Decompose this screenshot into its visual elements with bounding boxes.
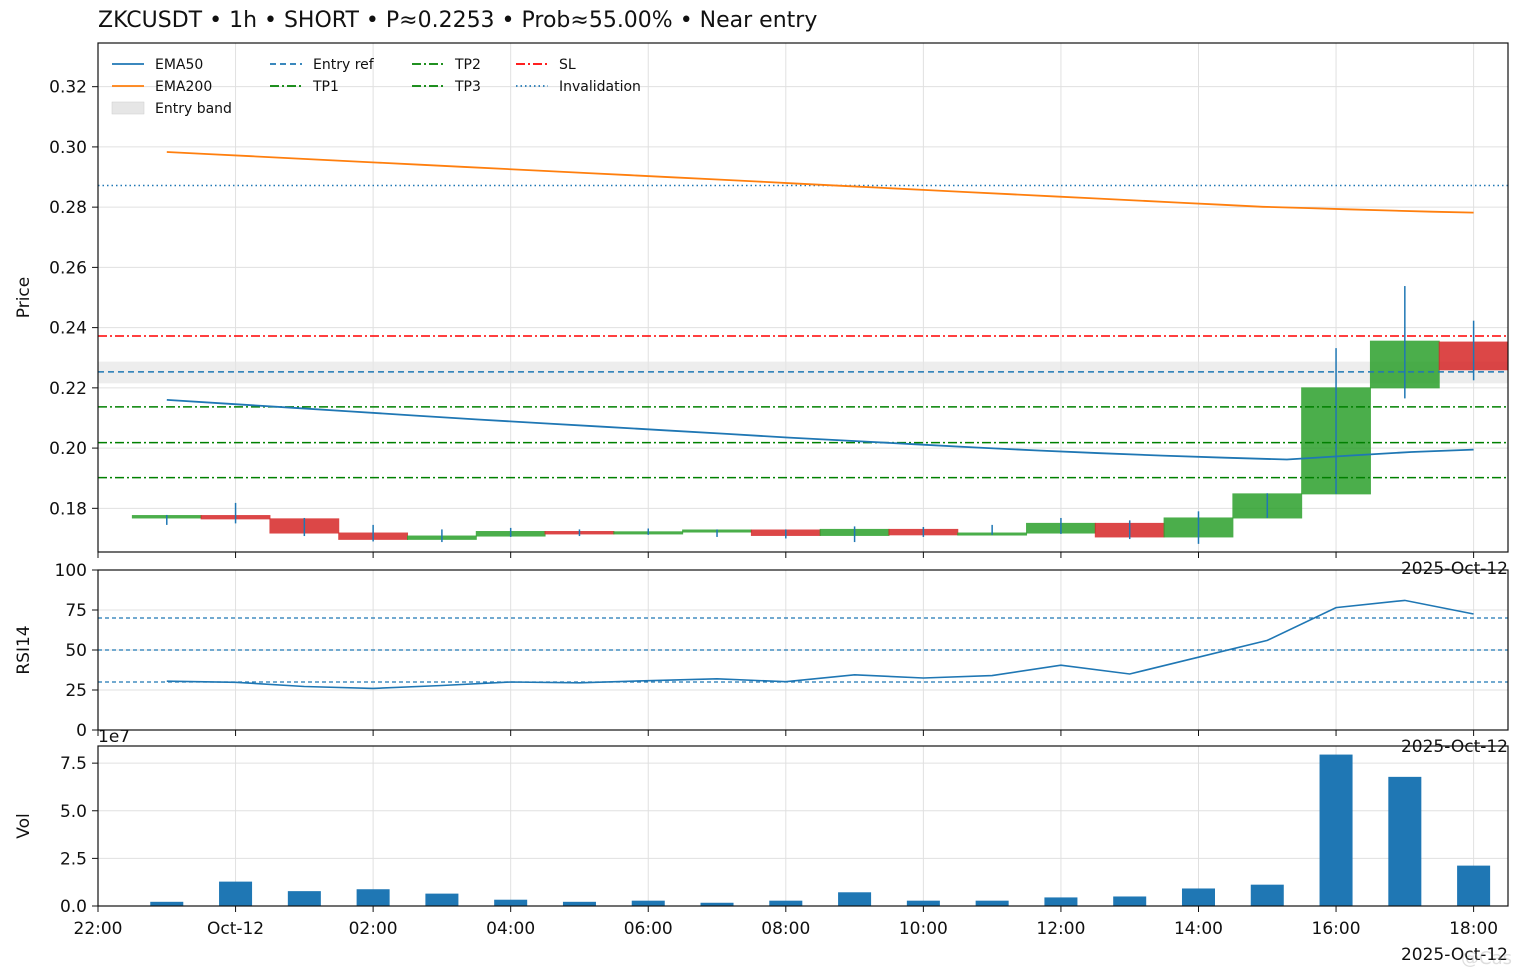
- rsi-ytick-label: 25: [65, 681, 87, 701]
- price-date-label: 2025-Oct-12: [1401, 559, 1508, 579]
- x-tick-label: 02:00: [349, 919, 398, 939]
- price-ytick-label: 0.26: [49, 258, 87, 278]
- legend-label: TP1: [312, 79, 339, 95]
- legend-label: Invalidation: [559, 79, 641, 95]
- price-ylabel: Price: [14, 277, 34, 318]
- rsi-panel: 0 25 50 75 100 RSI14 2025-Oct-12: [14, 561, 1509, 757]
- price-ytick-label: 0.28: [49, 198, 87, 218]
- x-tick-label: 08:00: [761, 919, 810, 939]
- volume-bar: [1319, 754, 1353, 906]
- vol-ytick-label: 7.5: [60, 754, 87, 774]
- legend-swatch: [111, 101, 145, 115]
- price-frame: [97, 42, 1509, 553]
- volume-bar: [631, 900, 665, 906]
- volume-bar: [906, 900, 940, 906]
- legend-label: TP2: [454, 57, 481, 73]
- x-tick-label: Oct-12: [207, 919, 264, 939]
- legend-label: EMA200: [155, 79, 212, 95]
- x-tick-label: 12:00: [1036, 919, 1085, 939]
- rsi-frame: [97, 569, 1509, 731]
- volume-bar: [1388, 776, 1422, 906]
- volume-bar: [769, 900, 803, 906]
- volume-bar: [150, 901, 184, 906]
- vol-scale-label: 1e7: [98, 727, 130, 747]
- x-tick-label: 16:00: [1312, 919, 1361, 939]
- price-ytick-label: 0.32: [49, 78, 87, 98]
- price-ytick-label: 0.24: [49, 319, 87, 339]
- chart-title: ZKCUSDT • 1h • SHORT • P≈0.2253 • Prob≈5…: [98, 8, 818, 33]
- rsi-ytick-label: 0: [76, 721, 87, 741]
- legend-label: Entry band: [155, 101, 232, 117]
- volume-bar: [494, 899, 528, 906]
- price-ytick-label: 0.30: [49, 138, 87, 158]
- legend-label: EMA50: [155, 57, 203, 73]
- x-tick-label: 22:00: [74, 919, 123, 939]
- volume-bar: [1250, 884, 1284, 906]
- x-tick-label: 06:00: [624, 919, 673, 939]
- vol-ylabel: Vol: [14, 813, 34, 838]
- price-ytick-label: 0.22: [49, 379, 87, 399]
- rsi-ylabel: RSI14: [14, 625, 34, 674]
- x-tick-label: 18:00: [1449, 919, 1498, 939]
- rsi-date-label: 2025-Oct-12: [1401, 737, 1508, 757]
- volume-bar: [356, 889, 390, 906]
- volume-panel: 0.0 2.5 5.0 7.5 Vol 1e7 22:00 Oct-12 02:00 04:00 0…: [14, 727, 1509, 965]
- legend-label: TP3: [454, 79, 481, 95]
- x-tick-label: 14:00: [1174, 919, 1223, 939]
- volume-bar: [838, 892, 872, 906]
- volume-bar: [1113, 896, 1147, 906]
- watermark: @Cas: [1461, 948, 1512, 969]
- legend-label: SL: [559, 57, 576, 73]
- vol-frame: [97, 745, 1509, 907]
- x-tick-label: 10:00: [899, 919, 948, 939]
- volume-bar: [1181, 888, 1215, 906]
- volume-bar: [1457, 865, 1491, 906]
- volume-bar: [562, 901, 596, 906]
- rsi-line: [166, 599, 1474, 690]
- volume-bar: [287, 891, 321, 906]
- volume-bar: [219, 881, 253, 906]
- rsi-ytick-label: 100: [55, 561, 87, 581]
- volume-bar: [975, 900, 1009, 906]
- rsi-ytick-label: 50: [65, 641, 87, 661]
- volume-bar: [700, 902, 734, 906]
- vol-ytick-label: 0.0: [60, 897, 87, 917]
- legend-label: Entry ref: [313, 57, 375, 73]
- vol-ytick-label: 2.5: [60, 849, 87, 869]
- ema200-line: [166, 151, 1474, 214]
- volume-bar: [425, 893, 459, 906]
- price-panel: 0.18 0.20 0.22 0.24 0.26 0.28 0.30 0.32 Price 202…: [14, 42, 1509, 579]
- vol-ytick-label: 5.0: [60, 802, 87, 822]
- price-ytick-label: 0.20: [49, 439, 87, 459]
- vol-date-label: 2025-Oct-12: [1401, 945, 1508, 965]
- volume-bar: [1044, 897, 1078, 906]
- rsi-ytick-label: 75: [65, 601, 87, 621]
- x-tick-label: 04:00: [486, 919, 535, 939]
- ema50-line: [166, 399, 1474, 461]
- price-ytick-label: 0.18: [49, 499, 87, 519]
